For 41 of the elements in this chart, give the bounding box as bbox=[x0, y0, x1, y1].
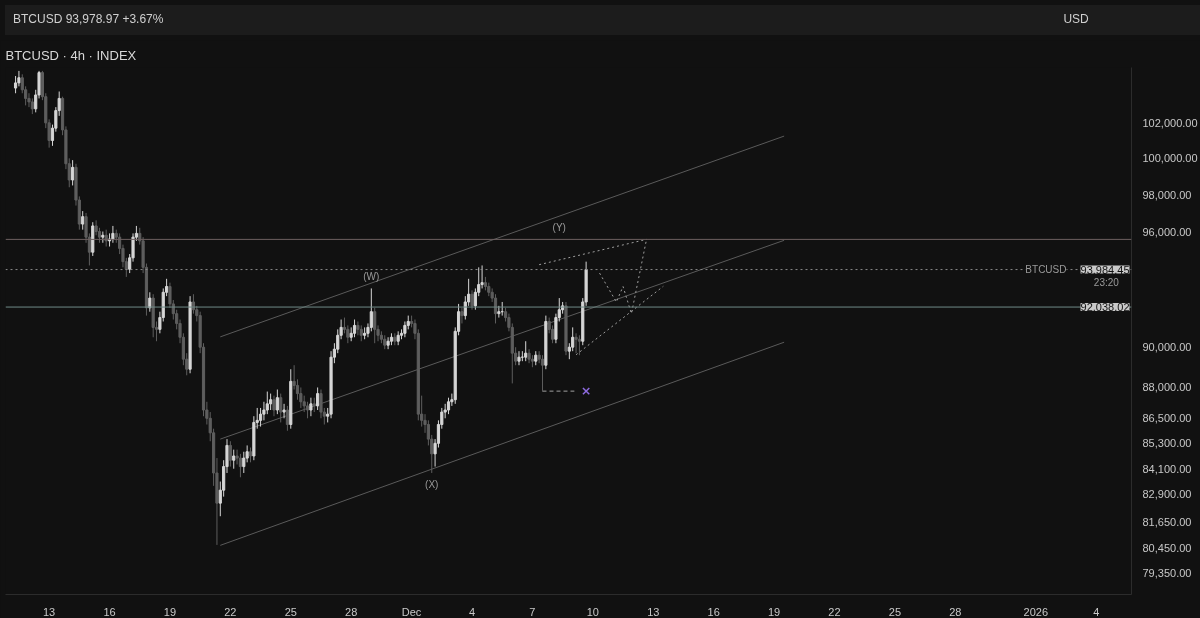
y-tick-label: 81,650.00 bbox=[1142, 515, 1192, 528]
x-tick-label: 25 bbox=[284, 605, 297, 618]
y-tick-label: 84,100.00 bbox=[1142, 462, 1192, 475]
x-tick-label: 7 bbox=[529, 605, 536, 618]
y-tick-label: 79,350.00 bbox=[1142, 566, 1192, 579]
annotation: BTCUSD bbox=[1025, 264, 1067, 276]
x-tick-label: 13 bbox=[43, 605, 56, 618]
x-tick-label: 10 bbox=[586, 605, 599, 618]
x-tick-label: 22 bbox=[828, 605, 841, 618]
ref-line-label: 92,038.02 bbox=[1080, 301, 1130, 314]
x-tick-label: Dec bbox=[401, 605, 422, 618]
x-tick-label: 16 bbox=[103, 605, 116, 618]
chart-title: BTCUSD · 4h · INDEX bbox=[5, 47, 137, 63]
y-tick-label: 82,900.00 bbox=[1142, 488, 1192, 501]
text: USD bbox=[1063, 12, 1089, 26]
x-tick-label: 19 bbox=[767, 605, 781, 618]
x-tick-label: 4 bbox=[1093, 605, 1100, 618]
y-tick-label: 80,450.00 bbox=[1142, 542, 1192, 555]
x-tick-label: 28 bbox=[949, 605, 962, 618]
x-tick-label: 25 bbox=[888, 605, 902, 618]
annotation: (X) bbox=[425, 479, 439, 491]
x-tick-label: 13 bbox=[647, 605, 660, 618]
y-tick-label: 98,000.00 bbox=[1142, 188, 1192, 201]
y-tick-label: 90,000.00 bbox=[1142, 341, 1192, 354]
y-tick-label: 102,000.00 bbox=[1142, 116, 1198, 129]
x-tick-label: 22 bbox=[224, 605, 237, 618]
ref-line-label: 93,984.45 bbox=[1080, 263, 1130, 276]
annotation: (W) bbox=[363, 270, 380, 282]
y-tick-label: 86,500.00 bbox=[1142, 412, 1192, 425]
annotation: (Y) bbox=[552, 221, 566, 233]
y-tick-label: 96,000.00 bbox=[1142, 225, 1192, 238]
x-tick-label: 4 bbox=[468, 605, 476, 618]
x-tick-label: 16 bbox=[707, 605, 720, 618]
x-tick-label: 2026 bbox=[1023, 605, 1049, 618]
annotation: 23:20 bbox=[1093, 277, 1120, 289]
x-tick-label: 28 bbox=[345, 605, 358, 618]
y-tick-label: 100,000.00 bbox=[1142, 152, 1198, 165]
text: BTCUSD 93,978.97 +3.67% bbox=[13, 12, 164, 26]
y-tick-label: 88,000.00 bbox=[1142, 381, 1192, 394]
x-tick-label: 19 bbox=[163, 605, 177, 618]
y-tick-label: 85,300.00 bbox=[1142, 437, 1192, 450]
